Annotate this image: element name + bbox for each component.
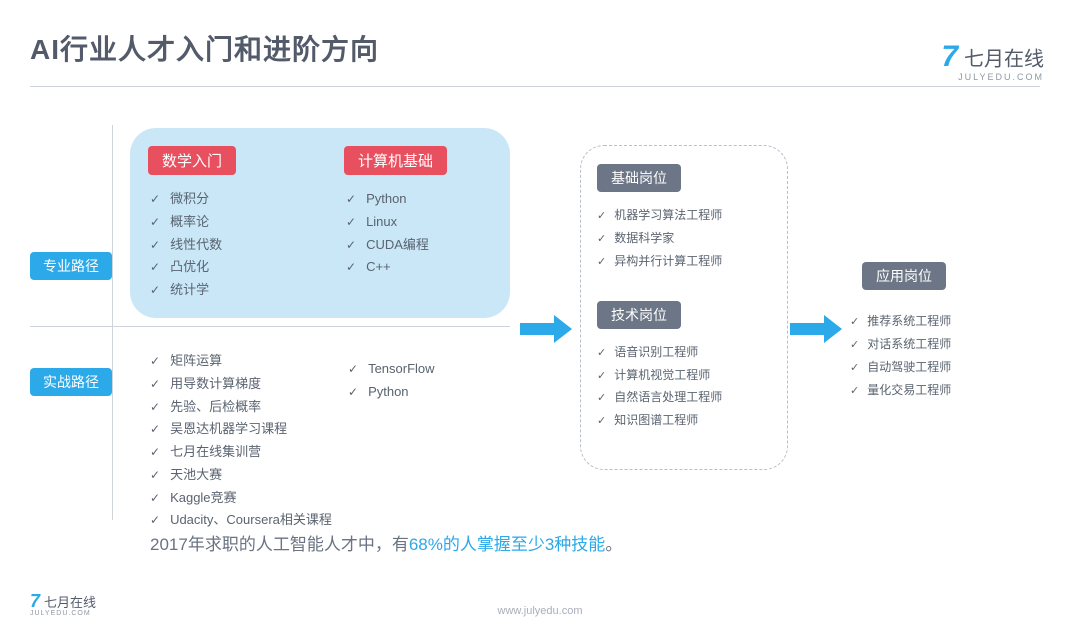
arrow-1 bbox=[520, 317, 572, 341]
list-item: 推荐系统工程师 bbox=[850, 310, 1050, 333]
jobs-panel: 基础岗位 机器学习算法工程师数据科学家异构并行计算工程师 技术岗位 语音识别工程… bbox=[580, 145, 788, 470]
list-item: 数据科学家 bbox=[597, 227, 771, 250]
app-jobs-list: 推荐系统工程师对话系统工程师自动驾驶工程师量化交易工程师 bbox=[850, 310, 1050, 402]
list-item: 计算机视觉工程师 bbox=[597, 364, 771, 387]
tag-cs: 计算机基础 bbox=[344, 146, 447, 175]
list-item: Python bbox=[346, 188, 429, 211]
list-item: Python bbox=[348, 381, 435, 404]
list-item: Linux bbox=[346, 211, 429, 234]
bottom-statement: 2017年求职的人工智能人才中，有68%的人掌握至少3种技能。 bbox=[150, 530, 622, 555]
list-item: 概率论 bbox=[150, 211, 222, 234]
list-item: 凸优化 bbox=[150, 256, 222, 279]
mid-divider bbox=[30, 326, 510, 327]
cs-list: PythonLinuxCUDA编程C++ bbox=[346, 188, 429, 279]
page-title: AI行业人才入门和进阶方向 bbox=[30, 28, 379, 68]
footer-url: www.julyedu.com bbox=[0, 605, 1080, 617]
basic-jobs-list: 机器学习算法工程师数据科学家异构并行计算工程师 bbox=[597, 204, 771, 273]
list-item: C++ bbox=[346, 256, 429, 279]
logo-cn: 七月在线 bbox=[964, 49, 1044, 71]
list-item: 七月在线集训营 bbox=[150, 441, 350, 464]
list-item: 机器学习算法工程师 bbox=[597, 204, 771, 227]
tag-app-jobs: 应用岗位 bbox=[862, 262, 946, 290]
list-item: 统计学 bbox=[150, 279, 222, 302]
professional-box: 数学入门 计算机基础 微积分概率论线性代数凸优化统计学 PythonLinuxC… bbox=[130, 128, 510, 318]
practical-list-1: 矩阵运算用导数计算梯度先验、后检概率吴恩达机器学习课程七月在线集训营天池大赛Ka… bbox=[150, 350, 350, 532]
list-item: 自动驾驶工程师 bbox=[850, 356, 1050, 379]
tech-jobs-list: 语音识别工程师计算机视觉工程师自然语言处理工程师知识图谱工程师 bbox=[597, 341, 771, 433]
stmt-pre: 2017年求职的人工智能人才中，有 bbox=[150, 535, 409, 554]
arrow-2 bbox=[790, 317, 842, 341]
list-item: Udacity、Coursera相关课程 bbox=[150, 509, 350, 532]
math-list: 微积分概率论线性代数凸优化统计学 bbox=[150, 188, 222, 302]
app-jobs-panel: 应用岗位 推荐系统工程师对话系统工程师自动驾驶工程师量化交易工程师 bbox=[850, 262, 1050, 430]
logo-top: 7七月在线 JULYEDU.COM bbox=[941, 40, 1044, 82]
stmt-highlight: 68%的人掌握至少3种技能 bbox=[409, 535, 605, 554]
list-item: 线性代数 bbox=[150, 234, 222, 257]
tag-tech-jobs: 技术岗位 bbox=[597, 301, 681, 329]
list-item: 用导数计算梯度 bbox=[150, 373, 350, 396]
list-item: 微积分 bbox=[150, 188, 222, 211]
list-item: 异构并行计算工程师 bbox=[597, 250, 771, 273]
side-label-practical: 实战路径 bbox=[30, 368, 112, 396]
side-label-professional: 专业路径 bbox=[30, 252, 112, 280]
stmt-post: 。 bbox=[605, 535, 622, 554]
list-item: 自然语言处理工程师 bbox=[597, 386, 771, 409]
list-item: 量化交易工程师 bbox=[850, 379, 1050, 402]
list-item: TensorFlow bbox=[348, 358, 435, 381]
list-item: 吴恩达机器学习课程 bbox=[150, 418, 350, 441]
list-item: 语音识别工程师 bbox=[597, 341, 771, 364]
vertical-divider bbox=[112, 125, 113, 520]
list-item: 天池大赛 bbox=[150, 464, 350, 487]
tag-basic-jobs: 基础岗位 bbox=[597, 164, 681, 192]
title-divider bbox=[30, 86, 1040, 87]
list-item: 知识图谱工程师 bbox=[597, 409, 771, 432]
list-item: 矩阵运算 bbox=[150, 350, 350, 373]
list-item: CUDA编程 bbox=[346, 234, 429, 257]
tag-math: 数学入门 bbox=[148, 146, 236, 175]
list-item: Kaggle竞赛 bbox=[150, 487, 350, 510]
practical-list-2: TensorFlowPython bbox=[348, 358, 435, 404]
list-item: 对话系统工程师 bbox=[850, 333, 1050, 356]
list-item: 先验、后检概率 bbox=[150, 396, 350, 419]
